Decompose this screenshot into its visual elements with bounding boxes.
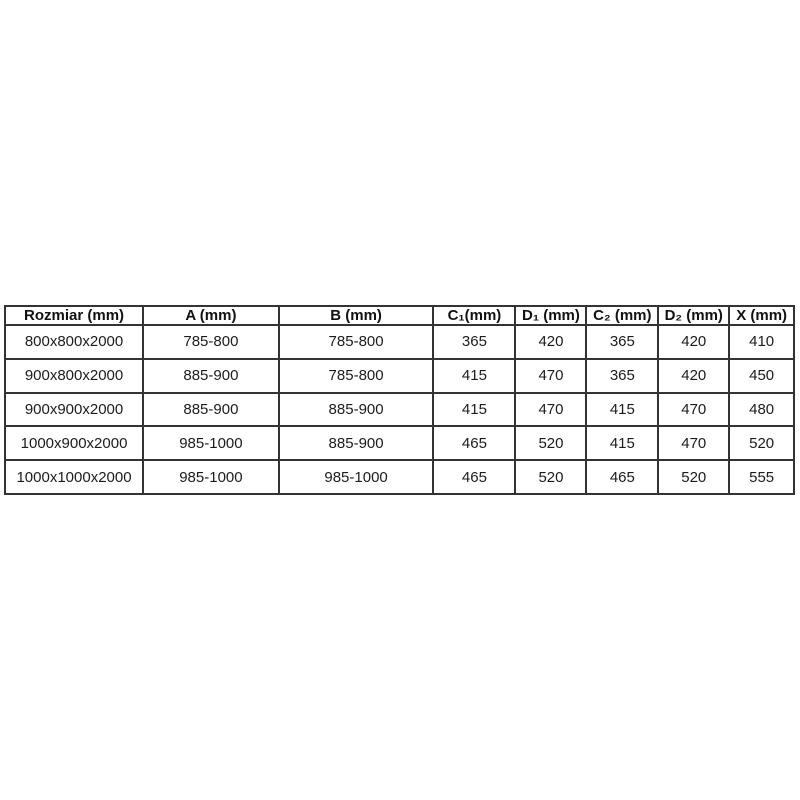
table-cell: 420 bbox=[657, 357, 731, 394]
table-cell: 415 bbox=[585, 425, 660, 462]
table-cell: 885-900 bbox=[142, 391, 280, 428]
table-cell: 365 bbox=[585, 357, 660, 394]
table-cell: 885-900 bbox=[277, 425, 435, 462]
table-cell: 415 bbox=[432, 391, 517, 428]
table-cell: 520 bbox=[514, 459, 588, 495]
table-cell: 480 bbox=[728, 391, 795, 428]
table-cell: 520 bbox=[657, 459, 731, 495]
table-cell: 470 bbox=[514, 357, 588, 394]
table-cell: 470 bbox=[657, 391, 731, 428]
table-cell: 415 bbox=[432, 357, 517, 394]
table-cell: 365 bbox=[432, 324, 517, 360]
table-cell: 420 bbox=[657, 324, 731, 360]
table-cell: 900x800x2000 bbox=[3, 357, 145, 394]
table-cell: 785-800 bbox=[277, 357, 435, 394]
header-rozmiar: Rozmiar (mm) bbox=[3, 305, 145, 326]
table-cell: 985-1000 bbox=[277, 459, 435, 495]
header-x: X (mm) bbox=[728, 305, 795, 326]
table-cell: 985-1000 bbox=[142, 425, 280, 462]
header-b: B (mm) bbox=[277, 305, 435, 326]
table-cell: 555 bbox=[728, 459, 795, 495]
header-d2: D₂ (mm) bbox=[657, 305, 731, 326]
table-row: 1000x900x2000 985-1000 885-900 465 520 415 470… bbox=[3, 425, 795, 462]
header-c2: C₂ (mm) bbox=[585, 305, 660, 326]
table-cell: 450 bbox=[728, 357, 795, 394]
header-a: A (mm) bbox=[142, 305, 280, 326]
dimension-table-container: Rozmiar (mm) A (mm) B (mm) C₁(mm) D₁ (mm… bbox=[3, 305, 795, 495]
table-cell: 415 bbox=[585, 391, 660, 428]
table-row: 800x800x2000 785-800 785-800 365 420 365 420 41… bbox=[3, 324, 795, 360]
table-row: 1000x1000x2000 985-1000 985-1000 465 520 465 5… bbox=[3, 459, 795, 495]
table-body: 800x800x2000 785-800 785-800 365 420 365 420 41… bbox=[3, 324, 795, 495]
table-cell: 885-900 bbox=[142, 357, 280, 394]
table-cell: 520 bbox=[728, 425, 795, 462]
table-cell: 900x900x2000 bbox=[3, 391, 145, 428]
table-cell: 365 bbox=[585, 324, 660, 360]
table-cell: 410 bbox=[728, 324, 795, 360]
header-row: Rozmiar (mm) A (mm) B (mm) C₁(mm) D₁ (mm… bbox=[3, 305, 795, 326]
table-cell: 985-1000 bbox=[142, 459, 280, 495]
table-cell: 465 bbox=[432, 459, 517, 495]
table-cell: 470 bbox=[514, 391, 588, 428]
table-row: 900x800x2000 885-900 785-800 415 470 365 420 45… bbox=[3, 357, 795, 394]
table-cell: 465 bbox=[432, 425, 517, 462]
table-cell: 465 bbox=[585, 459, 660, 495]
table-cell: 1000x900x2000 bbox=[3, 425, 145, 462]
table-cell: 785-800 bbox=[142, 324, 280, 360]
table-row: 900x900x2000 885-900 885-900 415 470 415 470 48… bbox=[3, 391, 795, 428]
header-c1: C₁(mm) bbox=[432, 305, 517, 326]
table-cell: 520 bbox=[514, 425, 588, 462]
table-header: Rozmiar (mm) A (mm) B (mm) C₁(mm) D₁ (mm… bbox=[3, 305, 795, 326]
table-cell: 885-900 bbox=[277, 391, 435, 428]
table-cell: 420 bbox=[514, 324, 588, 360]
header-d1: D₁ (mm) bbox=[514, 305, 588, 326]
table-cell: 1000x1000x2000 bbox=[3, 459, 145, 495]
table-cell: 800x800x2000 bbox=[3, 324, 145, 360]
dimension-table: Rozmiar (mm) A (mm) B (mm) C₁(mm) D₁ (mm… bbox=[3, 305, 795, 495]
table-cell: 785-800 bbox=[277, 324, 435, 360]
table-cell: 470 bbox=[657, 425, 731, 462]
